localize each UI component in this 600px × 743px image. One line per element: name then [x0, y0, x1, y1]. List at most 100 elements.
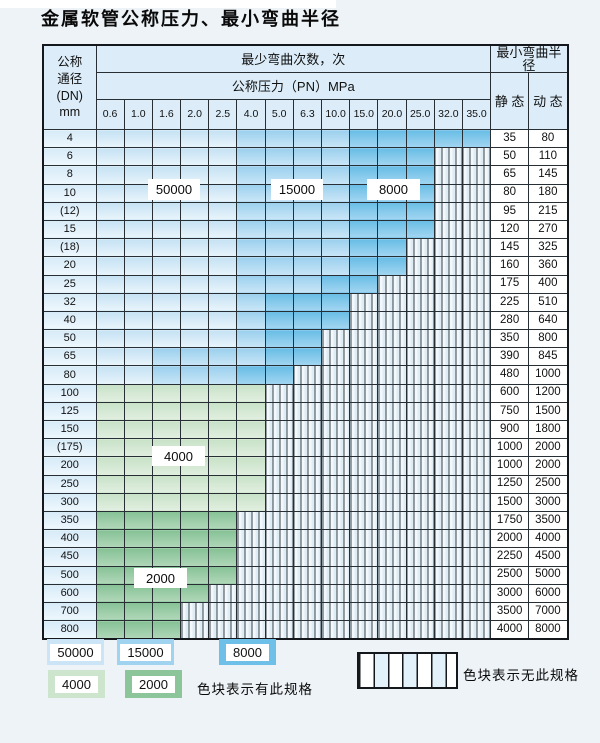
row-dn-150: 150 900 1800 [42, 419, 569, 440]
zone-cell-2000 [151, 547, 182, 567]
zone-cell-2000 [208, 510, 238, 531]
dynamic-radius-value: 400 [528, 274, 569, 294]
zone-cell-4000 [208, 474, 238, 494]
zone-cell-no-spec [461, 510, 492, 531]
zone-cell-no-spec [405, 347, 435, 367]
zone-cell-no-spec [292, 492, 323, 512]
static-radius-value: 160 [490, 256, 530, 276]
zone-cell-no-spec [405, 365, 435, 385]
zone-cell-no-spec [377, 383, 407, 403]
zone-cell-no-spec [264, 383, 294, 403]
legend-has-spec-label: 色块表示有此规格 [197, 682, 313, 697]
dn-label: 50 [42, 329, 97, 349]
zone-cell-no-spec [377, 438, 407, 458]
zone-cell-50000 [208, 128, 238, 149]
zone-cell-50000 [95, 238, 125, 258]
zone-cell-4000 [123, 474, 153, 494]
zone-cell-15000 [236, 147, 266, 167]
zone-cell-no-spec [292, 565, 323, 585]
zone-cell-no-spec [236, 583, 266, 603]
zone-label-2000: 2000 [134, 568, 187, 588]
zone-cell-no-spec [236, 601, 266, 622]
zone-cell-50000 [95, 128, 125, 149]
static-radius-value: 225 [490, 292, 530, 312]
zone-cell-4000 [236, 383, 266, 403]
zone-cell-50000 [123, 329, 153, 349]
zone-cell-no-spec [292, 401, 323, 422]
zone-cell-no-spec [208, 583, 238, 603]
zone-cell-2000 [123, 601, 153, 622]
zone-cell-4000 [180, 492, 210, 512]
dn-label: 300 [42, 492, 97, 512]
zone-cell-4000 [123, 383, 153, 403]
zone-cell-no-spec [377, 492, 407, 512]
static-radius-value: 50 [490, 147, 530, 167]
dn-label: 20 [42, 256, 97, 276]
dn-label: 700 [42, 601, 97, 622]
dn-line-3: (DN) [56, 88, 83, 103]
dn-label: 100 [42, 383, 97, 403]
zone-cell-no-spec [405, 274, 435, 294]
legend-swatch-label: 4000 [55, 675, 98, 693]
zone-cell-no-spec [433, 147, 463, 167]
zone-cell-15000 [320, 183, 351, 203]
zone-cell-50000 [95, 310, 125, 331]
zone-cell-no-spec [320, 565, 351, 585]
zone-cell-15000 [208, 365, 238, 385]
dn-header-cell: 公称 通径 (DN) mm [42, 44, 97, 130]
zone-cell-50000 [95, 201, 125, 221]
zone-cell-8000 [320, 274, 351, 294]
zone-cell-no-spec [377, 547, 407, 567]
zone-cell-no-spec [320, 529, 351, 549]
zone-cell-15000 [236, 183, 266, 203]
zone-cell-50000 [208, 292, 238, 312]
static-radius-value: 600 [490, 383, 530, 403]
zone-cell-8000 [377, 238, 407, 258]
zone-cell-no-spec [461, 565, 492, 585]
zone-cell-no-spec [433, 419, 463, 440]
static-radius-value: 1000 [490, 456, 530, 476]
zone-cell-4000 [151, 492, 182, 512]
dn-line-2: 通径 [57, 71, 83, 86]
dynamic-radius-value: 8000 [528, 620, 569, 640]
zone-cell-15000 [151, 347, 182, 367]
zone-label-8000: 8000 [367, 179, 420, 200]
zone-cell-no-spec [264, 565, 294, 585]
legend-swatch-8000: 8000 [219, 639, 276, 665]
pressure-col-1.0: 1.0 [123, 99, 153, 130]
zone-cell-8000 [349, 128, 379, 149]
zone-cell-no-spec [433, 292, 463, 312]
zone-cell-50000 [180, 329, 210, 349]
zone-cell-15000 [264, 147, 294, 167]
zone-cell-no-spec [264, 438, 294, 458]
zone-cell-50000 [180, 219, 210, 240]
dn-label: (12) [42, 201, 97, 221]
zone-cell-2000 [151, 583, 182, 603]
zone-cell-15000 [264, 201, 294, 221]
dn-label: 40 [42, 310, 97, 331]
dynamic-radius-value: 7000 [528, 601, 569, 622]
zone-cell-no-spec [377, 620, 407, 640]
dn-label: 80 [42, 365, 97, 385]
dynamic-radius-value: 270 [528, 219, 569, 240]
zone-cell-no-spec [208, 620, 238, 640]
zone-cell-50000 [123, 365, 153, 385]
zone-cell-no-spec [405, 329, 435, 349]
zone-cell-50000 [151, 329, 182, 349]
dynamic-radius-value: 215 [528, 201, 569, 221]
zone-label-4000: 4000 [152, 446, 205, 466]
zone-cell-50000 [95, 329, 125, 349]
min-radius-header: 最小弯曲半径 [490, 44, 569, 73]
legend-swatch-2000: 2000 [125, 670, 182, 698]
zone-cell-8000 [264, 310, 294, 331]
zone-cell-no-spec [180, 620, 210, 640]
zone-cell-no-spec [461, 474, 492, 494]
zone-cell-no-spec [292, 547, 323, 567]
pressure-col-25.0: 25.0 [405, 99, 435, 130]
zone-cell-50000 [208, 238, 238, 258]
zone-cell-2000 [180, 510, 210, 531]
zone-cell-15000 [236, 274, 266, 294]
bend-times-header: 最少弯曲次数，次 [95, 44, 492, 73]
pressure-header: 公称压力（PN）MPa [95, 72, 492, 100]
